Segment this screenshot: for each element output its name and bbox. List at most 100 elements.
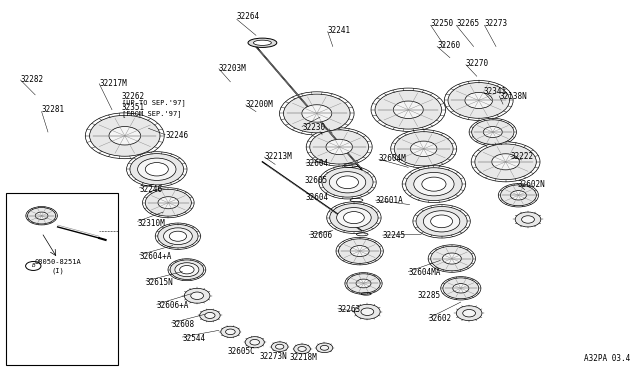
Text: 32281: 32281 (42, 105, 65, 114)
Text: 32250: 32250 (431, 19, 454, 28)
Ellipse shape (339, 239, 381, 263)
Ellipse shape (322, 167, 373, 197)
Text: 32217M: 32217M (99, 79, 127, 88)
Text: (I): (I) (51, 267, 64, 274)
Ellipse shape (452, 283, 469, 293)
Ellipse shape (344, 212, 364, 224)
Ellipse shape (483, 126, 502, 138)
Ellipse shape (347, 274, 380, 293)
Ellipse shape (327, 202, 381, 233)
Ellipse shape (402, 166, 466, 203)
Text: 32341: 32341 (484, 87, 507, 96)
Ellipse shape (164, 228, 193, 245)
Ellipse shape (406, 168, 462, 201)
Ellipse shape (456, 306, 482, 321)
Ellipse shape (499, 184, 538, 207)
Ellipse shape (306, 128, 372, 166)
Ellipse shape (275, 344, 284, 349)
Text: 32606: 32606 (309, 231, 332, 240)
Text: 32282: 32282 (20, 76, 44, 84)
Ellipse shape (330, 171, 366, 193)
Ellipse shape (245, 337, 264, 348)
Text: 32604: 32604 (305, 193, 328, 202)
Ellipse shape (145, 163, 168, 176)
Text: 32262: 32262 (122, 92, 145, 101)
Text: 32605C: 32605C (227, 347, 255, 356)
Ellipse shape (443, 278, 479, 299)
Text: 32230: 32230 (302, 124, 325, 132)
Ellipse shape (413, 205, 470, 238)
Text: 32615N: 32615N (146, 278, 173, 287)
Text: 32203M: 32203M (219, 64, 246, 73)
Ellipse shape (441, 277, 481, 300)
Ellipse shape (471, 142, 540, 182)
Ellipse shape (326, 139, 353, 155)
Ellipse shape (472, 120, 514, 144)
Text: A32PA 03.4: A32PA 03.4 (584, 354, 630, 363)
Ellipse shape (431, 215, 452, 228)
Ellipse shape (225, 329, 236, 335)
Ellipse shape (510, 190, 527, 200)
Text: 32246: 32246 (165, 131, 188, 140)
Ellipse shape (145, 189, 191, 216)
Ellipse shape (26, 206, 58, 225)
Ellipse shape (143, 188, 194, 218)
Ellipse shape (337, 176, 358, 189)
Ellipse shape (428, 245, 476, 272)
Ellipse shape (90, 115, 160, 156)
Text: 32601A: 32601A (376, 196, 403, 205)
Ellipse shape (175, 263, 199, 277)
Ellipse shape (319, 166, 376, 199)
Ellipse shape (336, 237, 383, 265)
Ellipse shape (522, 216, 534, 223)
Ellipse shape (221, 326, 240, 337)
Text: 32245: 32245 (383, 231, 406, 240)
Ellipse shape (444, 80, 513, 121)
Text: 32604+A: 32604+A (140, 252, 172, 261)
Text: 32602: 32602 (429, 314, 452, 323)
Ellipse shape (465, 92, 493, 109)
Text: B: B (31, 263, 35, 269)
Ellipse shape (168, 259, 206, 280)
Text: [UP TO SEP.'97]: [UP TO SEP.'97] (122, 99, 186, 106)
Ellipse shape (127, 152, 187, 187)
Ellipse shape (355, 304, 380, 319)
Ellipse shape (375, 90, 442, 129)
Text: 32602N: 32602N (517, 180, 545, 189)
Ellipse shape (320, 345, 329, 350)
Bar (6, 193, 118, 365)
Ellipse shape (416, 206, 467, 236)
Text: 32218M: 32218M (289, 353, 317, 362)
Ellipse shape (463, 310, 476, 317)
Ellipse shape (138, 158, 176, 180)
Text: 32273N: 32273N (259, 352, 287, 361)
Text: 32604M: 32604M (379, 154, 406, 163)
Text: 32351: 32351 (122, 103, 145, 112)
Text: 08050-8251A: 08050-8251A (34, 259, 81, 265)
Ellipse shape (253, 40, 271, 45)
Text: 32260: 32260 (437, 41, 460, 50)
Ellipse shape (280, 92, 354, 135)
Text: 32273: 32273 (484, 19, 508, 28)
Text: 32222: 32222 (511, 153, 534, 161)
Ellipse shape (361, 308, 374, 315)
Text: 32263: 32263 (338, 305, 361, 314)
Text: 32604: 32604 (306, 159, 329, 168)
Ellipse shape (294, 344, 310, 354)
Text: 32270: 32270 (466, 60, 489, 68)
Ellipse shape (431, 246, 473, 271)
Ellipse shape (422, 177, 446, 191)
Text: 32606+A: 32606+A (157, 301, 189, 310)
Text: 32246: 32246 (140, 185, 163, 194)
Text: 32604MA: 32604MA (408, 268, 441, 277)
Ellipse shape (330, 203, 378, 232)
Ellipse shape (414, 172, 454, 196)
Ellipse shape (85, 113, 164, 159)
Text: 32608: 32608 (172, 320, 195, 329)
Ellipse shape (180, 266, 194, 274)
Ellipse shape (35, 212, 48, 219)
Ellipse shape (248, 38, 276, 47)
Ellipse shape (394, 132, 453, 166)
Text: 32138N: 32138N (499, 92, 527, 101)
Ellipse shape (184, 288, 210, 303)
